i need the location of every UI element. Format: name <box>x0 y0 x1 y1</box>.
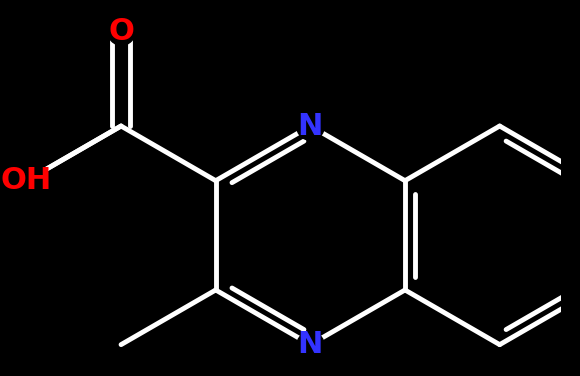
Text: O: O <box>108 17 134 46</box>
Text: OH: OH <box>1 166 52 195</box>
Text: N: N <box>298 330 323 359</box>
Text: N: N <box>298 112 323 141</box>
